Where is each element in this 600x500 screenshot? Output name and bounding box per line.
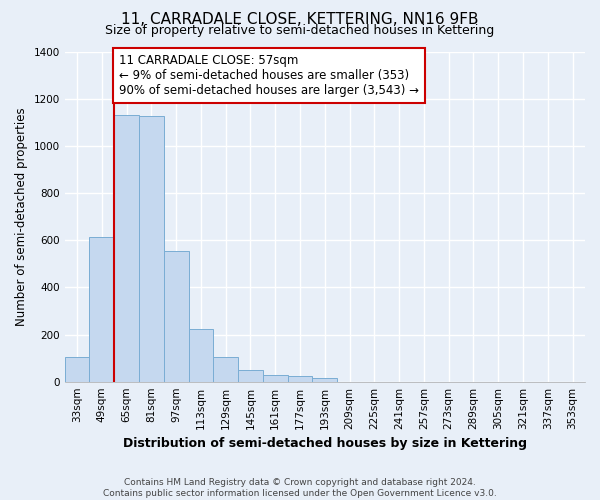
Text: Size of property relative to semi-detached houses in Kettering: Size of property relative to semi-detach… [106, 24, 494, 37]
Bar [139, 116, 164, 382]
Bar [188, 328, 214, 382]
X-axis label: Distribution of semi-detached houses by size in Kettering: Distribution of semi-detached houses by … [123, 437, 527, 450]
Bar [263, 374, 287, 382]
Bar [214, 357, 238, 382]
Bar [287, 376, 313, 382]
Bar [114, 115, 139, 382]
Bar [313, 378, 337, 382]
Text: Contains HM Land Registry data © Crown copyright and database right 2024.
Contai: Contains HM Land Registry data © Crown c… [103, 478, 497, 498]
Bar [164, 251, 188, 382]
Text: 11 CARRADALE CLOSE: 57sqm
← 9% of semi-detached houses are smaller (353)
90% of : 11 CARRADALE CLOSE: 57sqm ← 9% of semi-d… [119, 54, 419, 97]
Bar [65, 357, 89, 382]
Bar [89, 236, 114, 382]
Y-axis label: Number of semi-detached properties: Number of semi-detached properties [15, 108, 28, 326]
Bar [238, 370, 263, 382]
Text: 11, CARRADALE CLOSE, KETTERING, NN16 9FB: 11, CARRADALE CLOSE, KETTERING, NN16 9FB [121, 12, 479, 28]
